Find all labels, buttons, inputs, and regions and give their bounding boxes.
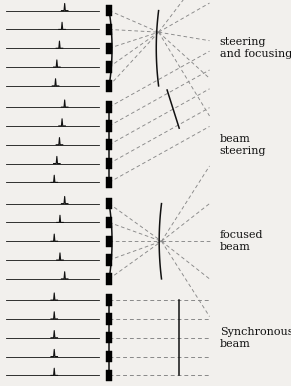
Text: focused
beam: focused beam [220, 230, 263, 252]
Bar [106, 295, 112, 306]
Bar [106, 332, 112, 344]
Bar [106, 198, 112, 209]
Bar [106, 235, 112, 247]
Bar [106, 217, 112, 228]
Bar [106, 5, 112, 16]
Text: steering
and focusing: steering and focusing [220, 37, 291, 59]
Bar [106, 273, 112, 284]
Bar [106, 139, 112, 151]
Text: beam
steering: beam steering [220, 134, 266, 156]
Bar [106, 158, 112, 169]
Bar [106, 24, 112, 35]
Bar [106, 351, 112, 362]
Bar [106, 370, 112, 381]
Bar [106, 254, 112, 266]
Bar [106, 102, 112, 113]
Text: Synchronous
beam: Synchronous beam [220, 327, 291, 349]
Bar [106, 42, 112, 54]
Bar [106, 177, 112, 188]
Bar [106, 120, 112, 132]
Bar [106, 80, 112, 91]
Bar [106, 61, 112, 73]
Bar [106, 313, 112, 325]
